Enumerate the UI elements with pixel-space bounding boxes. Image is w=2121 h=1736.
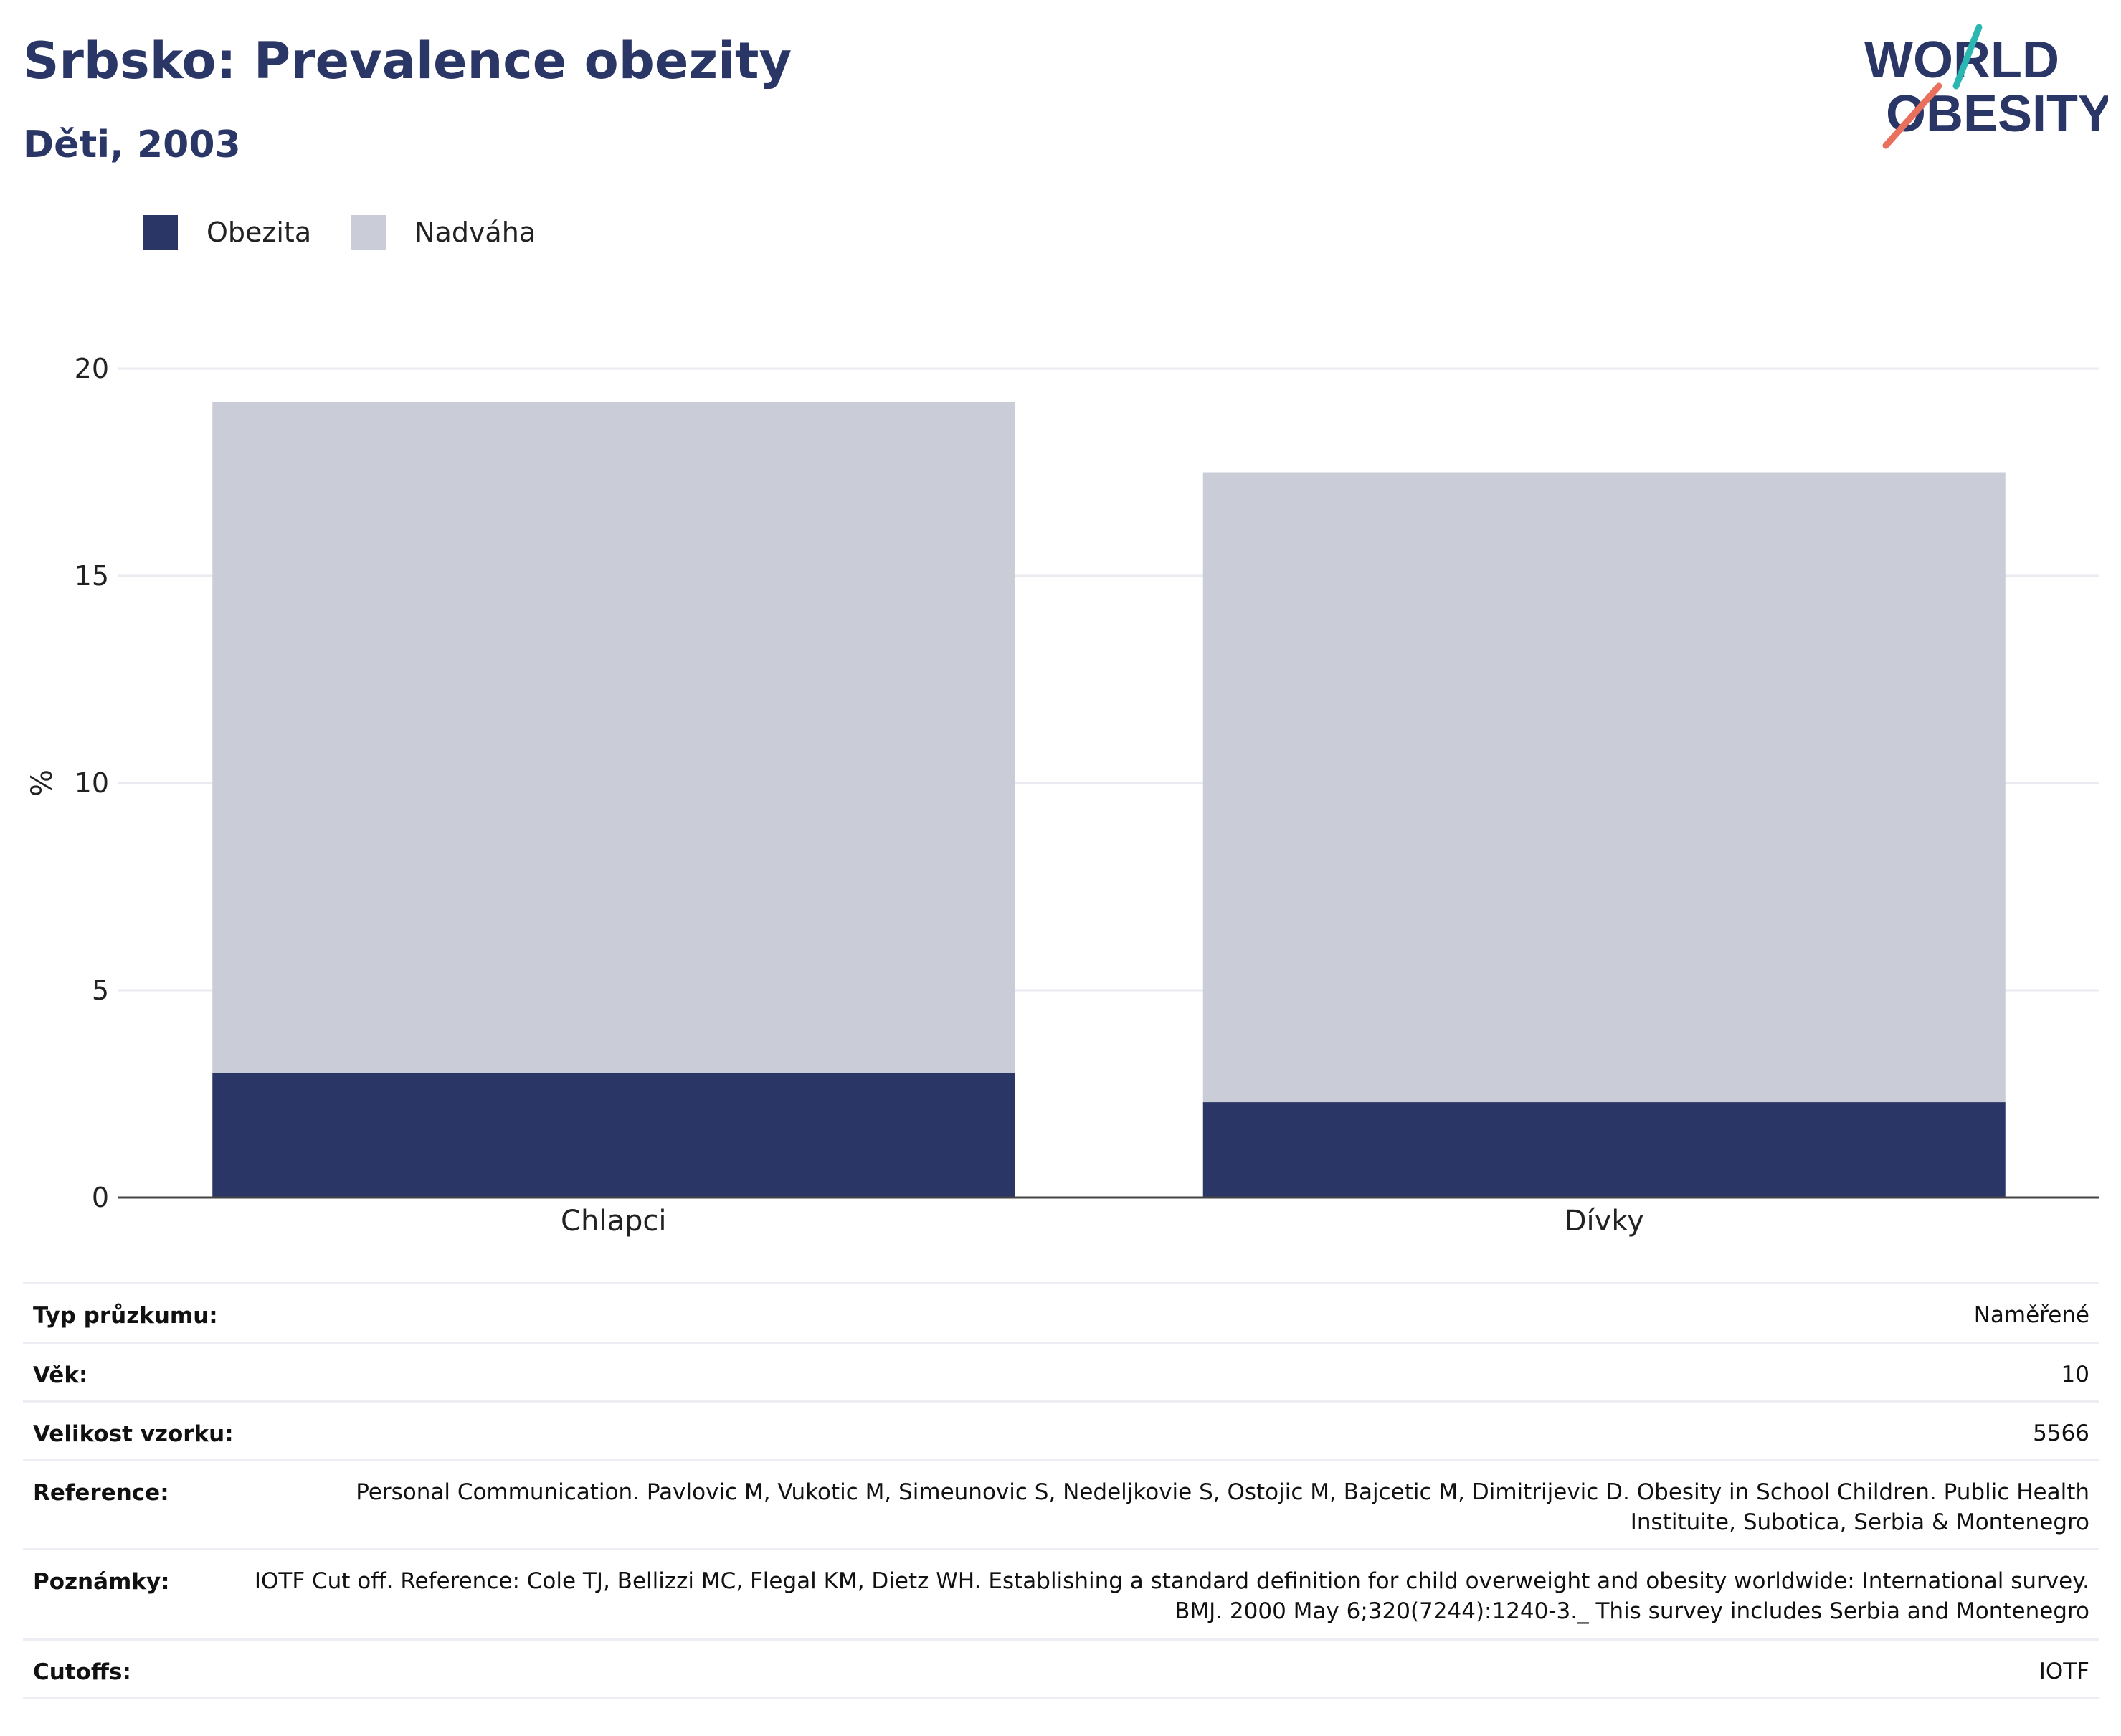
meta-row: Poznámky: IOTF Cut off. Reference: Cole T… bbox=[23, 1549, 2099, 1640]
meta-row: Cutoffs: IOTF bbox=[23, 1639, 2099, 1699]
meta-value: Personal Communication. Pavlovic M, Vuko… bbox=[356, 1479, 2089, 1535]
survey-details-table: Typ průzkumu: Naměřené Věk: 10 Velikost vzor… bbox=[23, 1282, 2099, 1699]
y-tick-label: 15 bbox=[75, 560, 109, 592]
legend-item-nadvaha[interactable]: Nadváha bbox=[351, 215, 536, 250]
legend-swatch-nadvaha bbox=[351, 215, 386, 250]
x-tick-label: Chlapci bbox=[561, 1205, 666, 1238]
meta-value: 10 bbox=[2061, 1362, 2089, 1388]
meta-row: Typ průzkumu: Naměřené bbox=[23, 1283, 2099, 1343]
meta-key: Typ průzkumu: bbox=[33, 1303, 218, 1329]
y-axis-label: % bbox=[26, 769, 59, 797]
meta-key: Reference: bbox=[33, 1480, 169, 1506]
world-obesity-logo: WORLD OBESITY bbox=[1864, 24, 2108, 149]
legend-label-nadvaha: Nadváha bbox=[414, 217, 536, 248]
legend-swatch-obezita bbox=[143, 215, 178, 250]
logo-slash-coral bbox=[1882, 82, 1942, 149]
meta-value: IOTF Cut off. Reference: Cole TJ, Belliz… bbox=[254, 1568, 2089, 1624]
meta-value: 5566 bbox=[2033, 1420, 2089, 1446]
x-tick-label: Dívky bbox=[1565, 1205, 1644, 1238]
meta-row: Velikost vzorku: 5566 bbox=[23, 1401, 2099, 1461]
y-tick-label: 20 bbox=[75, 353, 109, 384]
y-tick-label: 5 bbox=[92, 974, 109, 1006]
bar-obezita-1 bbox=[1202, 1102, 2006, 1197]
meta-key: Cutoffs: bbox=[33, 1659, 131, 1685]
chart-title: Srbsko: Prevalence obezity bbox=[23, 32, 792, 90]
logo-slash-teal bbox=[1952, 24, 1983, 90]
legend-label-obezita: Obezita bbox=[207, 217, 312, 248]
bar-obezita-0 bbox=[212, 1073, 1015, 1197]
meta-value: IOTF bbox=[2039, 1659, 2089, 1684]
legend: Obezita Nadváha bbox=[143, 214, 576, 251]
meta-value: Naměřené bbox=[1973, 1302, 2089, 1328]
logo-line2: OBESITY bbox=[1886, 85, 2108, 143]
meta-key: Věk: bbox=[33, 1362, 88, 1388]
y-tick-label: 0 bbox=[92, 1182, 109, 1213]
meta-row: Věk: 10 bbox=[23, 1342, 2099, 1402]
stacked-bar-chart: 0 5 10 15 20% Chlapci Dívky bbox=[26, 353, 2099, 1238]
legend-item-obezita[interactable]: Obezita bbox=[143, 215, 311, 250]
chart-subtitle: Děti, 2003 bbox=[23, 123, 241, 166]
meta-row: Reference: Personal Communication. Pavlov… bbox=[23, 1460, 2099, 1550]
meta-key: Poznámky: bbox=[33, 1569, 170, 1595]
bar-nadv-ha-1 bbox=[1202, 472, 2006, 1103]
bar-nadv-ha-0 bbox=[212, 402, 1015, 1073]
meta-key: Velikost vzorku: bbox=[33, 1421, 234, 1447]
y-tick-label: 10 bbox=[75, 767, 109, 799]
